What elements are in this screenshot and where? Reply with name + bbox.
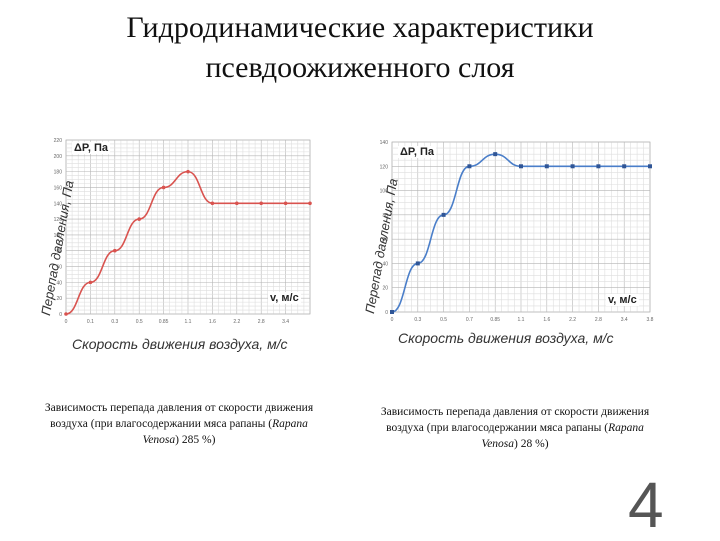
y-tick-label: 20: [382, 286, 388, 292]
x-tick-label: 2.2: [569, 317, 576, 323]
y-annotation: ΔP, Па: [72, 142, 110, 154]
x-tick-label: 0.3: [111, 319, 118, 325]
x-tick-label: 1.6: [209, 319, 216, 325]
y-tick-label: 120: [54, 217, 63, 223]
x-tick-label: 0.7: [466, 317, 473, 323]
data-point: [113, 248, 117, 253]
data-point: [235, 201, 239, 206]
x-tick-label: 3.4: [621, 317, 628, 323]
data-point: [467, 164, 472, 169]
x-tick-label: 1.1: [518, 317, 525, 323]
x-tick-label: 0.85: [159, 319, 169, 325]
y-tick-label: 120: [380, 164, 389, 170]
caption-text-b: ) 285 %): [175, 434, 216, 446]
x-axis-label: Скорость движения воздуха, м/с: [72, 336, 288, 352]
data-point: [493, 152, 498, 157]
caption-species: Rapana Venosa: [142, 418, 308, 446]
y-tick-label: 40: [56, 280, 62, 286]
y-tick-label: 220: [54, 138, 63, 144]
y-annotation: ΔP, Па: [398, 146, 436, 158]
y-tick-label: 100: [54, 233, 63, 239]
x-annotation: v, м/с: [268, 292, 301, 304]
title-line-1: Гидродинамические характеристики: [126, 11, 594, 44]
y-tick-label: 180: [54, 170, 63, 176]
y-tick-label: 100: [380, 189, 389, 195]
y-tick-label: 0: [59, 312, 62, 318]
data-point: [283, 201, 288, 206]
data-point: [137, 217, 141, 221]
data-point: [544, 164, 549, 169]
data-point: [308, 201, 312, 206]
page-number: 4: [628, 469, 664, 541]
caption-text-a: Зависимость перепада давления от скорост…: [44, 402, 314, 430]
chart-28: 0 20 40 60 80 100 120 140 0 0.3 0.5 0.7 0.85 1.1 1.6 2.…: [358, 130, 658, 360]
x-tick-label: 0.5: [440, 317, 447, 323]
y-tick-label: 0: [385, 310, 388, 316]
chart-285-svg: 0 20 40 60 80 100 120 140 160 180 200 220 0 0.1 0.3 0.5…: [54, 138, 312, 325]
data-point: [186, 169, 190, 174]
y-tick-label: 140: [54, 201, 63, 207]
data-point: [161, 185, 166, 190]
data-point: [415, 261, 420, 266]
chart-28-svg: 0 20 40 60 80 100 120 140 0 0.3 0.5 0.7 0.85 1.1 1.6 2.…: [380, 140, 654, 323]
y-tick-label: 80: [56, 249, 62, 255]
x-tick-label: 3.4: [282, 319, 289, 325]
caption-text-a: Зависимость перепада давления от скорост…: [380, 406, 650, 434]
x-tick-label: 2.2: [233, 319, 240, 325]
slide-title: Гидродинамические характеристики псевдоо…: [0, 8, 720, 88]
caption-28: Зависимость перепада давления от скорост…: [370, 404, 660, 452]
data-point: [88, 280, 93, 285]
data-point: [259, 201, 263, 206]
y-tick-label: 60: [56, 265, 62, 271]
y-tick-label: 80: [382, 213, 388, 219]
x-tick-label: 0.85: [490, 317, 500, 323]
x-tick-label: 0.3: [414, 317, 421, 323]
x-tick-label: 1.1: [185, 319, 192, 325]
data-point: [519, 164, 523, 169]
x-tick-label: 1.6: [543, 317, 550, 323]
x-tick-label: 3.8: [647, 317, 654, 323]
title-line-2: псевдоожиженного слоя: [205, 51, 515, 84]
x-tick-label: 0: [65, 319, 68, 325]
data-point: [210, 201, 215, 206]
caption-285: Зависимость перепада давления от скорост…: [34, 400, 324, 448]
y-tick-label: 140: [380, 140, 389, 146]
x-tick-label: 0.5: [136, 319, 143, 325]
data-point: [64, 312, 68, 316]
x-tick-label: 2.8: [258, 319, 265, 325]
x-tick-label: 2.8: [595, 317, 602, 323]
caption-species: Rapana Venosa: [481, 422, 644, 450]
x-tick-label: 0: [391, 317, 394, 323]
data-point: [596, 164, 601, 169]
data-point: [570, 164, 575, 169]
data-point: [441, 212, 446, 217]
x-axis-label: Скорость движения воздуха, м/с: [398, 330, 614, 346]
x-tick-label: 0.1: [87, 319, 94, 325]
data-point: [622, 164, 627, 169]
y-tick-label: 160: [54, 185, 63, 191]
data-point: [648, 164, 652, 169]
caption-text-b: ) 28 %): [514, 438, 549, 450]
y-tick-label: 40: [382, 261, 388, 267]
y-tick-label: 20: [56, 296, 62, 302]
x-annotation: v, м/с: [606, 294, 639, 306]
series-line: [391, 153, 650, 313]
chart-285: 0 20 40 60 80 100 120 140 160 180 200 220 0 0.1 0.3 0.5…: [36, 130, 320, 360]
y-tick-label: 200: [54, 154, 63, 160]
y-tick-label: 60: [382, 237, 388, 243]
data-point: [390, 310, 394, 314]
